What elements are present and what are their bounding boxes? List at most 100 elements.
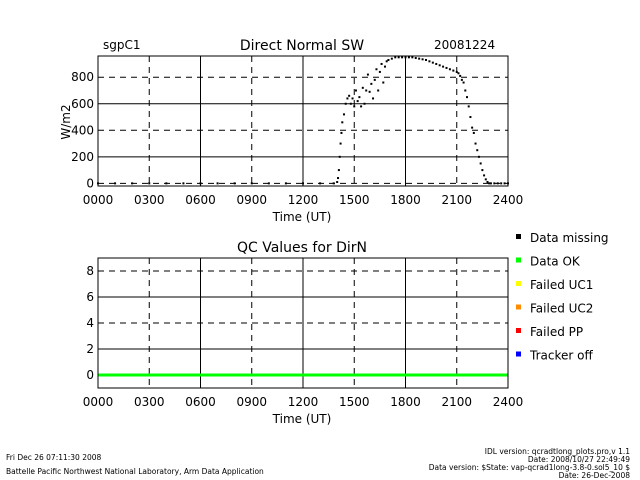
y-tick-label: 4 <box>86 316 94 330</box>
data-point <box>428 60 431 63</box>
data-point <box>148 182 151 185</box>
legend-label: Data missing <box>530 231 609 245</box>
data-point <box>459 74 462 77</box>
legend-marker <box>516 234 521 239</box>
data-point <box>358 96 361 99</box>
data-point <box>372 97 375 100</box>
data-point <box>476 149 479 152</box>
data-point <box>302 182 304 185</box>
y-tick-labels: 0 2 4 6 8 <box>86 264 94 382</box>
x-tick-label: 1200 <box>288 193 319 207</box>
x-axis-label: Time (UT) <box>272 412 332 426</box>
chart-title: Direct Normal SW <box>240 38 364 54</box>
data-point <box>341 121 344 124</box>
data-point <box>448 68 451 71</box>
data-point <box>435 62 438 65</box>
plot-frame <box>97 257 509 389</box>
data-point <box>452 69 455 72</box>
data-point <box>496 182 499 185</box>
data-point <box>365 89 368 92</box>
data-point <box>488 182 491 185</box>
data-point <box>483 174 486 177</box>
legend-marker <box>516 328 521 333</box>
footer-organization: Battelle Pacific Northwest National Labo… <box>6 467 264 476</box>
data-point <box>384 65 386 68</box>
data-point <box>442 65 445 68</box>
data-point <box>349 102 352 105</box>
data-point <box>351 97 354 100</box>
data-point <box>131 182 134 185</box>
data-point <box>361 86 364 89</box>
footer-data-version: Data version: $State: vap-qcrad1long-3.8… <box>428 463 630 472</box>
data-point <box>489 182 492 185</box>
data-point <box>385 60 388 63</box>
x-tick-label: 0900 <box>236 395 267 409</box>
data-point <box>471 126 474 129</box>
data-point <box>368 90 371 93</box>
data-point <box>493 182 496 185</box>
data-point <box>366 73 369 76</box>
data-point <box>337 177 340 180</box>
y-tick-labels: 0 200 400 600 800 <box>71 70 94 190</box>
data-point <box>464 89 467 92</box>
data-point <box>356 100 359 103</box>
data-point <box>354 89 357 92</box>
data-point <box>503 182 506 185</box>
data-point <box>425 58 427 61</box>
data-point <box>114 182 117 185</box>
data-point <box>481 169 484 172</box>
legend-item: Tracker off <box>516 349 593 363</box>
y-tick-label: 0 <box>86 368 94 382</box>
legend-marker <box>516 351 521 357</box>
data-point <box>377 89 380 92</box>
y-tick-label: 400 <box>71 123 94 137</box>
y-tick-label: 800 <box>71 70 94 84</box>
data-point <box>469 116 472 119</box>
data-point <box>479 162 482 165</box>
site-label: sgpC1 <box>103 38 141 52</box>
x-tick-label: 0000 <box>83 193 114 207</box>
data-point <box>474 142 477 145</box>
data-point <box>421 58 424 61</box>
x-tick-labels: 0000 0300 0600 0900 1200 1500 1800 2100 2400 <box>83 395 524 409</box>
data-point <box>484 178 487 181</box>
data-point <box>375 68 378 71</box>
data-point <box>455 70 458 73</box>
plot-frame <box>97 55 509 187</box>
legend-marker <box>516 281 521 286</box>
data-point <box>360 105 363 108</box>
data-point <box>337 169 340 172</box>
footer-idl-version: IDL version: qcradtlong_plots.pro,v 1.1 <box>484 447 630 456</box>
grid <box>98 258 508 388</box>
data-point <box>431 61 434 64</box>
data-point <box>336 181 339 184</box>
y-tick-label: 0 <box>86 176 94 190</box>
data-point <box>445 66 448 69</box>
x-tick-label: 0000 <box>83 395 114 409</box>
legend-item: Data OK <box>516 255 581 269</box>
x-tick-label: 1200 <box>288 395 319 409</box>
data-point <box>233 182 236 185</box>
data-point <box>411 56 414 59</box>
grid <box>98 56 508 186</box>
data-point <box>339 142 342 145</box>
y-tick-label: 6 <box>86 290 94 304</box>
x-tick-label: 0900 <box>236 193 267 207</box>
x-tick-label: 2400 <box>493 193 524 207</box>
x-tick-labels: 0000 0300 0600 0900 1200 1500 1800 2100 2400 <box>83 193 524 207</box>
x-tick-label: 2400 <box>493 395 524 409</box>
data-point <box>486 181 489 184</box>
date-label: 20081224 <box>434 38 495 52</box>
data-point <box>401 56 404 59</box>
y-tick-label: 2 <box>86 342 94 356</box>
legend-label: Failed UC2 <box>530 302 593 316</box>
x-tick-label: 0600 <box>185 395 216 409</box>
data-point <box>462 81 465 84</box>
footer-idl-date: Date: 2008/10/27 22:49:49 <box>527 455 630 464</box>
data-point <box>467 105 470 108</box>
data-point <box>373 78 376 81</box>
x-tick-label: 2100 <box>441 395 472 409</box>
legend-item: Data missing <box>516 231 609 245</box>
data-point <box>397 56 400 59</box>
data-point <box>250 182 253 185</box>
